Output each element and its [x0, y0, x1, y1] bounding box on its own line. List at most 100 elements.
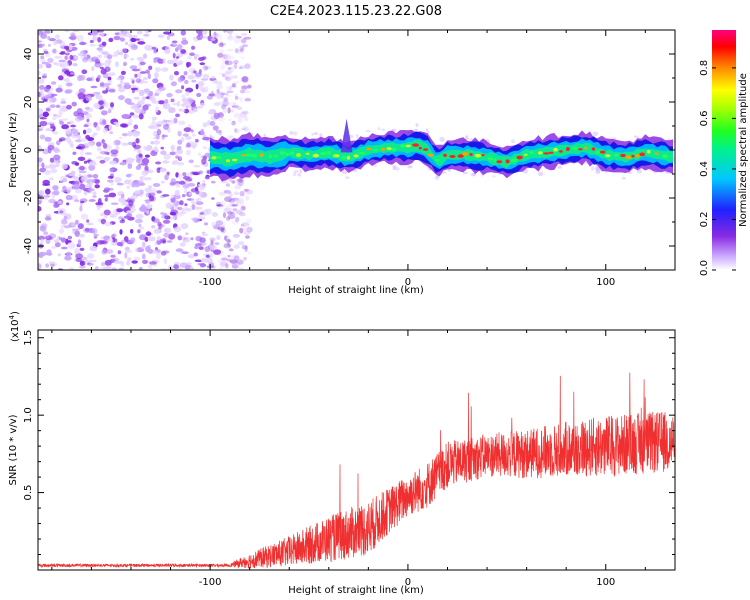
noise-speckle — [41, 162, 45, 168]
noise-speckle — [85, 152, 92, 155]
noise-speckle — [107, 59, 111, 65]
noise-speckle — [55, 34, 60, 40]
x-tick-label: 100 — [596, 577, 615, 588]
noise-speckle — [114, 139, 121, 146]
noise-speckle — [135, 247, 139, 253]
noise-speckle — [213, 102, 221, 106]
noise-speckle — [86, 127, 92, 134]
ridge-core — [457, 154, 464, 158]
noise-speckle — [179, 109, 186, 113]
noise-speckle — [169, 211, 176, 216]
noise-speckle — [233, 81, 240, 85]
noise-speckle — [118, 197, 126, 203]
noise-speckle — [134, 190, 141, 195]
noise-speckle — [93, 174, 98, 179]
ridge-core — [435, 159, 440, 162]
noise-speckle — [230, 65, 235, 72]
noise-speckle — [222, 54, 228, 60]
noise-speckle — [98, 100, 104, 105]
noise-speckle — [584, 161, 588, 165]
ridge-core — [505, 159, 510, 164]
noise-speckle — [407, 165, 413, 169]
noise-speckle — [202, 136, 211, 141]
noise-speckle — [173, 58, 179, 64]
noise-speckle — [233, 113, 241, 118]
snr-axes: -100 0 100 0.5 1.0 1.5 — [23, 330, 675, 588]
noise-speckle — [171, 40, 178, 44]
ridge-core — [565, 147, 570, 151]
noise-speckle — [232, 261, 241, 267]
noise-speckle — [91, 228, 98, 235]
noise-speckle — [150, 188, 158, 194]
noise-speckle — [200, 128, 205, 135]
colorbar-gradient — [712, 30, 736, 270]
noise-speckle — [144, 187, 152, 193]
ridge-core — [469, 153, 473, 156]
noise-speckle — [80, 138, 88, 142]
noise-speckle — [590, 166, 595, 171]
ridge-core — [380, 147, 386, 151]
noise-speckle — [65, 52, 70, 56]
noise-speckle — [64, 55, 68, 60]
noise-speckle — [214, 93, 222, 98]
noise-speckle — [169, 119, 175, 125]
noise-speckle — [186, 172, 194, 177]
noise-speckle — [107, 179, 114, 183]
noise-speckle — [72, 151, 77, 155]
noise-speckle — [241, 77, 246, 81]
noise-speckle — [58, 59, 66, 63]
noise-speckle — [130, 87, 139, 91]
noise-speckle — [72, 62, 78, 67]
noise-speckle — [594, 166, 600, 171]
noise-speckle — [101, 51, 109, 56]
noise-speckle — [61, 212, 69, 216]
noise-speckle — [191, 133, 196, 137]
noise-speckle — [247, 84, 252, 89]
noise-speckle — [204, 176, 210, 180]
ridge-core — [279, 151, 286, 155]
noise-speckle — [138, 89, 145, 97]
ridge-core — [418, 146, 422, 150]
noise-speckle — [77, 92, 86, 99]
noise-speckle — [239, 99, 244, 103]
noise-speckle — [70, 222, 76, 227]
noise-speckle — [224, 196, 233, 202]
noise-speckle — [222, 107, 229, 113]
noise-speckle — [68, 267, 74, 270]
noise-speckle — [238, 66, 243, 70]
noise-speckle — [137, 41, 146, 45]
noise-speckle — [200, 257, 208, 263]
noise-speckle — [187, 254, 195, 259]
noise-speckle — [180, 49, 187, 54]
noise-speckle — [83, 142, 92, 147]
noise-speckle — [111, 267, 117, 270]
noise-speckle — [70, 194, 78, 201]
noise-speckle — [209, 237, 216, 242]
noise-speckle — [108, 89, 116, 93]
noise-speckle — [124, 41, 129, 46]
noise-speckle — [71, 133, 79, 139]
noise-speckle — [110, 149, 119, 155]
noise-speckle — [636, 169, 643, 174]
noise-speckle — [219, 266, 223, 270]
noise-speckle — [43, 231, 49, 236]
noise-speckle — [39, 120, 48, 127]
ridge-core — [591, 147, 596, 151]
noise-speckle — [220, 92, 224, 99]
noise-speckle — [117, 84, 123, 88]
noise-speckle — [119, 123, 127, 128]
noise-speckle — [61, 124, 69, 130]
noise-speckle — [163, 258, 168, 265]
noise-speckle — [77, 134, 81, 140]
noise-speckle — [123, 82, 130, 85]
noise-speckle — [241, 222, 250, 227]
noise-speckle — [209, 252, 214, 258]
noise-speckle — [313, 132, 319, 136]
noise-speckle — [68, 173, 76, 177]
noise-speckle — [206, 119, 211, 126]
x-tick-label: 0 — [405, 277, 411, 288]
noise-speckle — [104, 221, 112, 227]
noise-speckle — [136, 30, 143, 35]
noise-speckle — [111, 54, 119, 57]
noise-speckle — [140, 206, 148, 211]
